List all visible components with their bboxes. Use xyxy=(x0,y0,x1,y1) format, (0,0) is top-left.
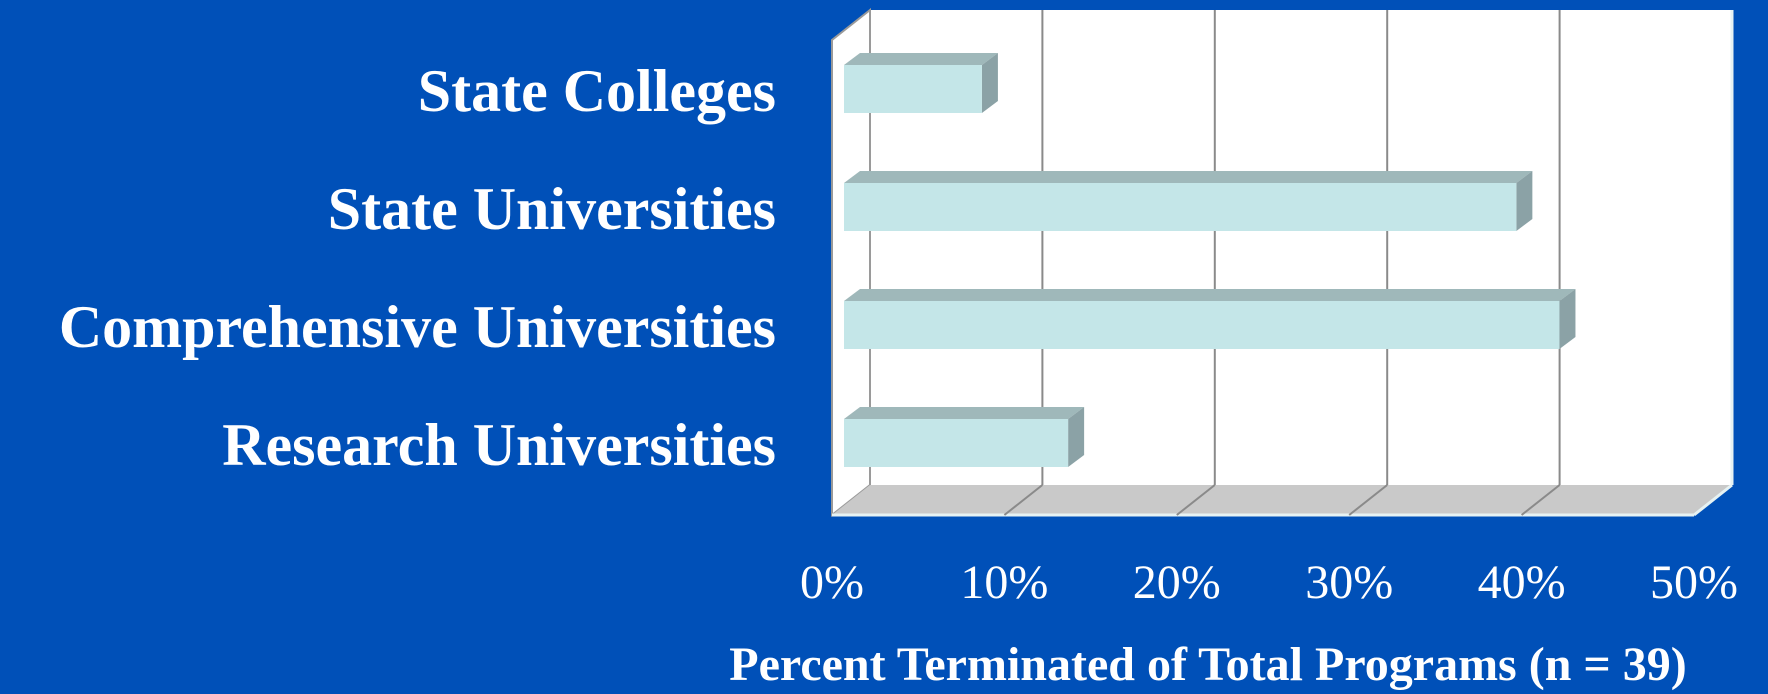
bar-front xyxy=(844,419,1069,467)
bar-side xyxy=(1559,289,1576,349)
bars xyxy=(844,53,1576,467)
bar-front xyxy=(844,65,982,113)
x-tick-label: 40% xyxy=(1478,556,1566,609)
category-label: Comprehensive Universities xyxy=(59,294,776,360)
x-tick-label: 50% xyxy=(1650,556,1738,609)
floor-gridline xyxy=(1003,484,1044,516)
category-label: Research Universities xyxy=(222,412,776,478)
bar xyxy=(844,289,1576,349)
bar-top xyxy=(844,289,1576,301)
bar xyxy=(844,171,1533,231)
bar xyxy=(844,407,1085,467)
x-tick-label: 10% xyxy=(960,556,1048,609)
bar xyxy=(844,53,998,113)
floor xyxy=(832,485,1732,515)
bar-side xyxy=(1068,407,1085,467)
bar-top xyxy=(844,53,998,65)
x-axis-title: Percent Terminated of Total Programs (n … xyxy=(729,638,1687,691)
plot-area xyxy=(831,7,1734,518)
bar-front xyxy=(844,183,1517,231)
category-label: State Universities xyxy=(328,176,776,242)
x-tick-labels: 0% 10% 20% 30% 40% 50% xyxy=(800,556,1738,609)
bar-front xyxy=(844,301,1560,349)
floor-gridline xyxy=(1348,484,1388,516)
x-tick-label: 20% xyxy=(1133,556,1221,609)
category-label: State Colleges xyxy=(418,58,776,124)
floor-gridline xyxy=(1176,484,1216,516)
category-labels: State Colleges State Universities Comprehe… xyxy=(59,58,776,478)
bar-side xyxy=(1516,171,1533,231)
floor-gridline xyxy=(1520,484,1561,516)
floor-right-edge xyxy=(1693,483,1733,517)
bar-top xyxy=(844,407,1085,419)
back-wall xyxy=(870,10,1732,485)
gridlines xyxy=(1003,10,1561,516)
bar-top xyxy=(844,171,1533,183)
x-tick-label: 0% xyxy=(800,556,864,609)
x-tick-label: 30% xyxy=(1305,556,1393,609)
bar-side xyxy=(981,53,998,113)
